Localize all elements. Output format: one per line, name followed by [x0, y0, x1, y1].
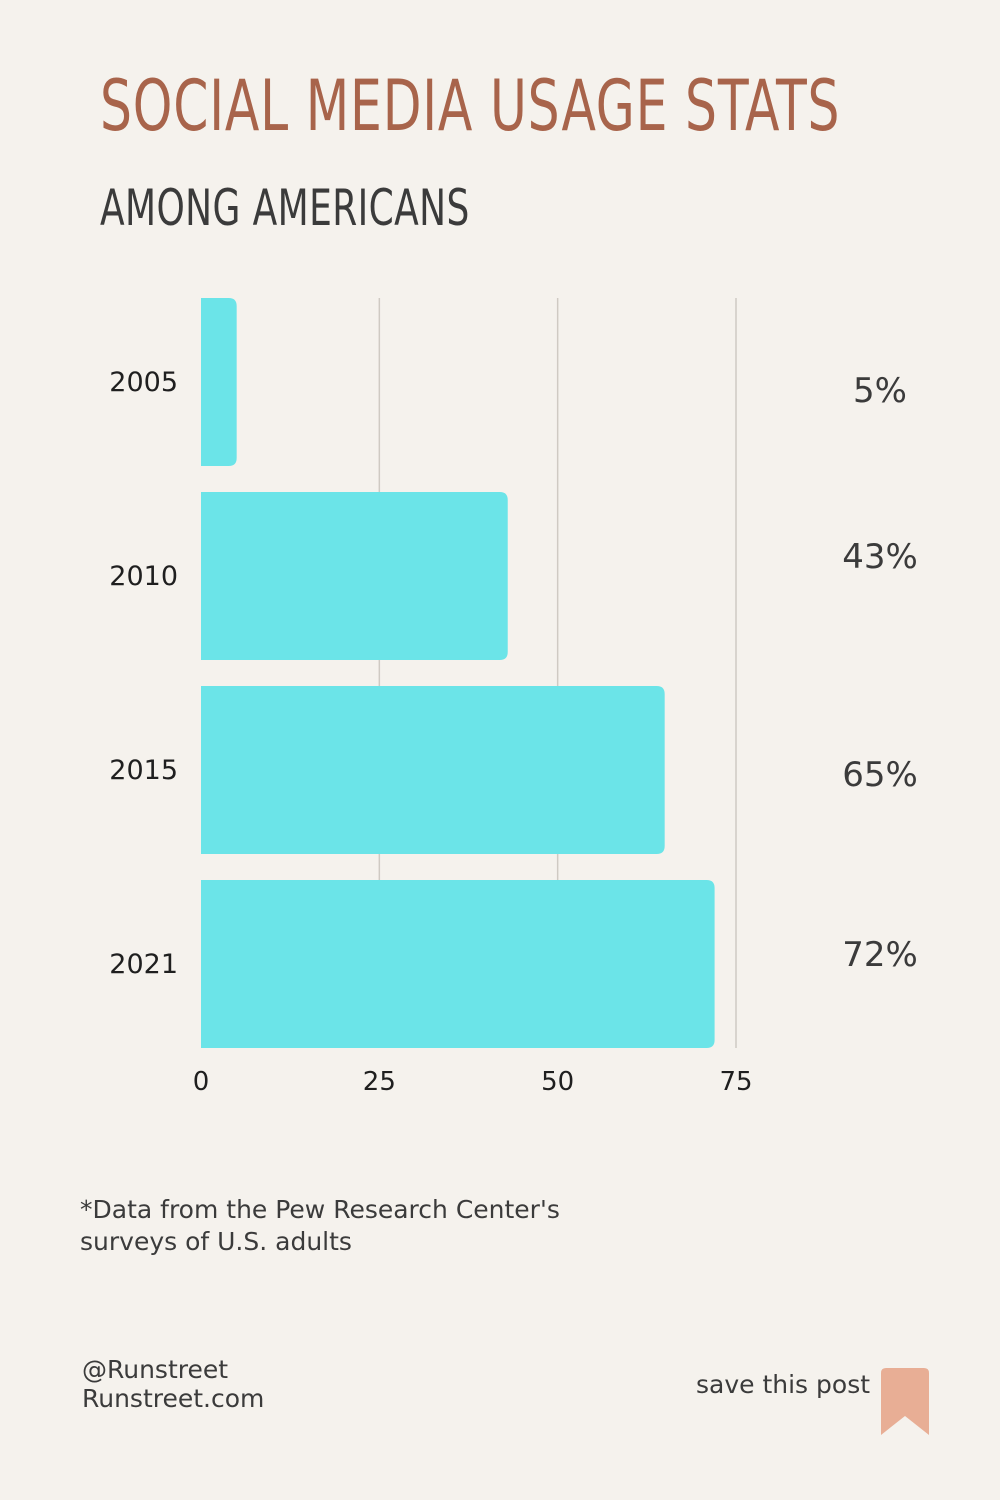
- category-label-2015: 2015: [109, 755, 178, 786]
- category-label-2005: 2005: [109, 367, 178, 398]
- data-source-note: *Data from the Pew Research Center's sur…: [80, 1194, 640, 1258]
- category-label-2010: 2010: [109, 561, 178, 592]
- x-tick-label: 0: [193, 1067, 210, 1097]
- social-handle[interactable]: @Runstreet: [82, 1355, 229, 1384]
- value-label-2010: 43%: [842, 537, 918, 577]
- bar-2005: [201, 298, 237, 466]
- value-label-2005: 5%: [853, 371, 907, 411]
- bar-2010: [201, 492, 508, 660]
- bar-chart: 0 25 50 75 2005 5% 2010 43% 2015 65% 2021 72%: [109, 298, 918, 1097]
- note-line-2: surveys of U.S. adults: [80, 1227, 352, 1256]
- bookmark-icon[interactable]: [881, 1368, 929, 1435]
- author-credits: @Runstreet Runstreet.com: [82, 1355, 264, 1413]
- page-subtitle: AMONG AMERICANS: [100, 179, 470, 237]
- category-label-2021: 2021: [109, 949, 178, 980]
- bar-2015: [201, 686, 665, 854]
- save-post-label: save this post: [696, 1370, 871, 1399]
- value-label-2015: 65%: [842, 755, 918, 795]
- x-tick-label: 25: [363, 1067, 396, 1097]
- x-tick-label: 75: [719, 1067, 752, 1097]
- page-title: SOCIAL MEDIA USAGE STATS: [100, 65, 841, 147]
- bars: [201, 298, 715, 1048]
- labels: 0 25 50 75 2005 5% 2010 43% 2015 65% 2021 72%: [109, 367, 918, 1097]
- note-line-1: *Data from the Pew Research Center's: [80, 1195, 560, 1224]
- bar-2021: [201, 880, 715, 1048]
- x-tick-label: 50: [541, 1067, 574, 1097]
- value-label-2021: 72%: [842, 935, 918, 975]
- website-link[interactable]: Runstreet.com: [82, 1384, 265, 1413]
